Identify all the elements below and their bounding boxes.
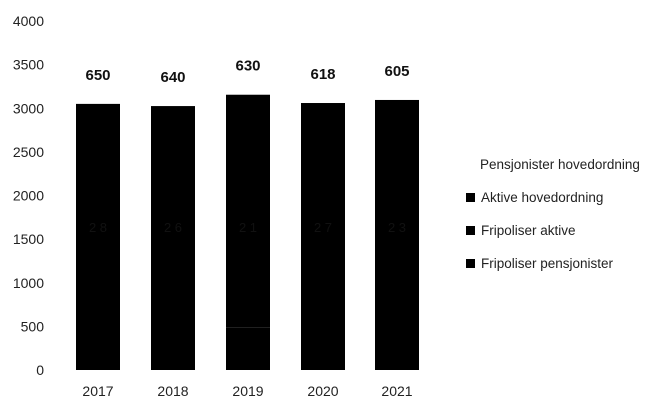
- bar-total-label-2018: 640: [160, 69, 185, 86]
- bar-total-label-2021: 605: [384, 63, 409, 80]
- legend-item-fripoliser-pensjonister: Fripoliser pensjonister: [466, 247, 671, 280]
- bar-segment-label-2018: 2 6: [164, 220, 182, 235]
- bar-segment-2021-s2: [375, 99, 419, 371]
- y-tick-label-2500: 2500: [13, 144, 44, 160]
- y-tick-label-0: 0: [36, 362, 44, 378]
- bar-segment-2018-s2: [151, 106, 195, 370]
- y-tick-label-3500: 3500: [13, 57, 44, 73]
- legend-swatch-fripoliser-aktive: [466, 226, 475, 235]
- x-tick-label-2019: 2019: [232, 383, 263, 399]
- legend-label-fripoliser-aktive: Fripoliser aktive: [481, 223, 576, 238]
- legend-label-pensjonister-hovedordning: Pensjonister hovedordning: [480, 157, 640, 172]
- bar-segment-2017-s2: [76, 103, 120, 370]
- bar-segment-label-2020: 2 7: [314, 220, 332, 235]
- bar-segment-label-2019: 2 1: [239, 220, 257, 235]
- bar-segment-label-2017: 2 8: [89, 220, 107, 235]
- chart-legend: Pensjonister hovedordning Aktive hovedor…: [466, 148, 671, 280]
- bar-segment-2019-s2: [226, 94, 270, 328]
- legend-item-pensjonister-hovedordning: Pensjonister hovedordning: [466, 148, 671, 181]
- x-tick-label-2021: 2021: [381, 383, 412, 399]
- x-tick-label-2020: 2020: [307, 383, 338, 399]
- y-tick-label-1500: 1500: [13, 231, 44, 247]
- legend-item-fripoliser-aktive: Fripoliser aktive: [466, 214, 671, 247]
- y-tick-label-500: 500: [21, 318, 45, 334]
- x-tick-label-2017: 2017: [82, 383, 113, 399]
- bar-segment-2020-s2: [301, 103, 345, 370]
- legend-swatch-fripoliser-pensjonister: [466, 259, 475, 268]
- legend-label-fripoliser-pensjonister: Fripoliser pensjonister: [481, 256, 614, 271]
- bar-segment-2019-s0: [226, 327, 270, 370]
- bar-total-label-2017: 650: [85, 67, 110, 84]
- y-tick-label-1000: 1000: [13, 275, 44, 291]
- y-tick-label-4000: 4000: [13, 13, 44, 29]
- bar-total-label-2020: 618: [310, 66, 335, 83]
- bar-segment-label-2021: 2 3: [388, 220, 406, 235]
- x-tick-label-2018: 2018: [157, 383, 188, 399]
- y-tick-label-2000: 2000: [13, 188, 44, 204]
- legend-item-aktive-hovedordning: Aktive hovedordning: [466, 181, 671, 214]
- legend-label-aktive-hovedordning: Aktive hovedordning: [481, 190, 604, 205]
- y-tick-label-3000: 3000: [13, 100, 44, 116]
- bar-total-label-2019: 630: [235, 58, 260, 75]
- legend-swatch-aktive-hovedordning: [466, 193, 475, 202]
